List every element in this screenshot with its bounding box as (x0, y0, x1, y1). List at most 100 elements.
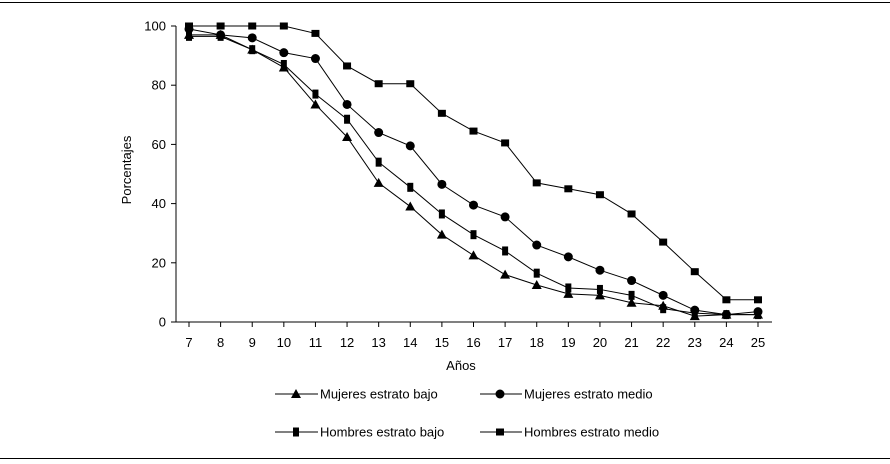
data-point (311, 29, 320, 37)
data-point (690, 268, 699, 276)
data-point (279, 22, 288, 30)
y-axis-label: Porcentajes (119, 135, 134, 204)
legend-marker (496, 428, 504, 436)
data-point (312, 89, 319, 99)
data-point (342, 99, 352, 109)
data-point (660, 304, 667, 314)
legend-item: Hombres estrato bajo (275, 425, 444, 440)
x-tick-label: 9 (249, 335, 256, 350)
data-point (722, 296, 731, 304)
x-tick-label: 8 (217, 335, 224, 350)
data-point (343, 62, 352, 70)
data-point (626, 297, 637, 307)
x-tick-label: 24 (719, 335, 733, 350)
x-tick-label: 25 (751, 335, 765, 350)
data-point (310, 54, 320, 64)
data-point (405, 201, 416, 211)
x-tick-label: 10 (277, 335, 291, 350)
chart-axes (175, 26, 772, 323)
data-point (594, 290, 605, 300)
data-point (438, 209, 445, 219)
data-point (469, 127, 478, 135)
data-point (627, 276, 637, 286)
data-point (407, 182, 414, 192)
series-line (189, 34, 758, 317)
legend-label: Hombres estrato medio (524, 425, 659, 440)
data-point (468, 250, 479, 260)
legend-label: Mujeres estrato medio (524, 387, 653, 402)
top-rule (0, 2, 890, 3)
data-point (436, 229, 447, 239)
chart-series (184, 22, 763, 321)
data-point (216, 22, 225, 30)
series-2 (184, 24, 763, 320)
data-point (563, 252, 573, 262)
chart-legend: Mujeres estrato bajo Mujeres estrato medi… (275, 387, 659, 440)
data-point (658, 290, 668, 300)
x-tick-label: 20 (593, 335, 607, 350)
legend-marker (293, 427, 299, 437)
data-point (186, 31, 192, 41)
data-point (437, 179, 447, 189)
data-point (279, 48, 289, 58)
data-point (532, 179, 541, 187)
series-3 (186, 31, 761, 320)
x-tick-label: 17 (498, 335, 512, 350)
x-tick-label: 13 (371, 335, 385, 350)
data-point (723, 310, 730, 320)
data-point (375, 157, 382, 167)
data-point (405, 141, 415, 151)
legend-item: Hombres estrato medio (480, 425, 659, 440)
x-tick-label: 11 (309, 335, 323, 350)
data-point (342, 132, 353, 141)
series-1 (184, 29, 763, 321)
data-point (533, 268, 540, 278)
data-point (596, 284, 603, 294)
x-tick-label: 23 (688, 335, 702, 350)
legend-label: Mujeres estrato bajo (320, 387, 438, 402)
legend-item: Mujeres estrato medio (480, 387, 653, 402)
data-point (501, 139, 510, 147)
series-line (188, 28, 759, 316)
data-point (595, 191, 604, 199)
legend-marker (291, 389, 301, 398)
data-point (469, 200, 478, 210)
x-tick-label: 22 (656, 335, 670, 350)
data-point (344, 114, 351, 124)
legend-marker (495, 389, 505, 399)
data-point (628, 290, 635, 300)
data-point (500, 269, 511, 279)
data-point (659, 238, 668, 246)
data-point (374, 128, 384, 138)
bottom-rule (0, 458, 890, 459)
data-point (691, 308, 698, 318)
series-4 (185, 22, 762, 304)
x-tick-label: 14 (403, 335, 417, 350)
y-tick-label: 100 (144, 19, 166, 34)
data-point (310, 99, 321, 109)
x-tick-label: 15 (435, 335, 449, 350)
data-point (563, 288, 574, 298)
x-tick-label: 21 (624, 335, 638, 350)
data-point (754, 296, 762, 304)
y-tick-label: 40 (152, 196, 166, 211)
data-point (470, 230, 477, 240)
y-tick-label: 80 (152, 78, 166, 93)
chart-ticks: 0 20 40 60 80 100 7 8 9 10 11 12 13 14 15 16 17 18 19 20 21 2… (144, 19, 765, 351)
data-point (595, 265, 605, 275)
x-tick-label: 16 (466, 335, 480, 350)
data-point (502, 246, 509, 256)
x-axis-label: Años (446, 358, 476, 373)
data-point (437, 109, 446, 117)
data-point (500, 212, 510, 222)
data-point (373, 177, 384, 187)
x-tick-label: 18 (529, 335, 543, 350)
y-tick-label: 60 (152, 137, 166, 152)
data-point (217, 31, 224, 41)
data-point (185, 22, 193, 30)
data-point (249, 45, 256, 55)
series-line (189, 35, 758, 316)
data-point (280, 59, 287, 69)
legend-item: Mujeres estrato bajo (275, 387, 438, 402)
